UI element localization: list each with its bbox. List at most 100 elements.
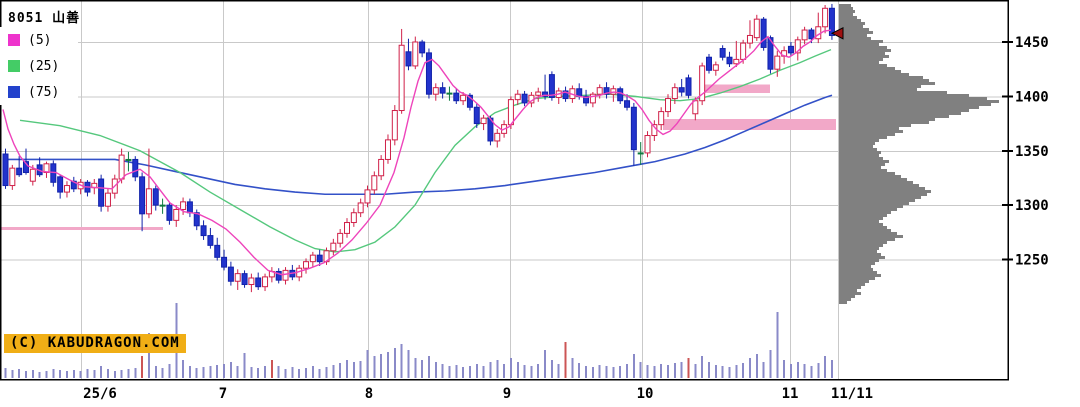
candle-body [828,7,835,36]
candle-body [692,100,699,115]
volume-bar [803,364,806,378]
candle-body [665,98,672,113]
volume-bar [141,356,144,378]
volume-bar [728,367,731,378]
candle-body [624,100,631,108]
candle-body [234,273,241,282]
volume-profile-bar [839,145,873,148]
candle-body [398,44,405,112]
volume-bar [236,366,239,378]
volume-bar [762,362,765,378]
volume-profile-bar [839,124,911,127]
volume-profile-bar [839,271,877,274]
volume-profile-bar [839,229,891,232]
ma5-color-swatch [8,34,20,46]
candle-body [16,167,23,176]
volume-bar [229,362,232,378]
volume-profile-bar [839,109,969,112]
volume-bar [182,360,185,378]
volume-profile-bar [839,163,885,166]
volume-profile-bar [839,142,875,145]
volume-bar [769,350,772,378]
volume-profile-bar [839,133,895,136]
candle-body [419,41,426,54]
candle-body [794,39,801,54]
candle-body [514,93,521,101]
volume-profile-bar [839,301,847,304]
candle-body [309,254,316,263]
volume-bar [660,364,663,378]
candle-body [658,111,665,126]
candle-body [241,273,248,286]
volume-profile-bar [839,139,879,142]
candle-body [439,87,446,94]
candle-body [193,212,200,227]
volume-profile-bar [839,205,903,208]
volume-bar [400,344,403,378]
y-axis-label: 1250 [1015,253,1049,269]
candle-body [466,94,473,108]
volume-bar [407,350,410,378]
volume-bar [113,371,116,378]
volume-bar [386,352,389,378]
volume-bar [11,370,14,378]
candle-body [9,167,16,187]
candle-body [104,192,111,207]
volume-bar [653,366,656,378]
volume-profile-bar [839,250,877,253]
volume-profile-bar [839,4,851,7]
volume-bar [284,369,287,378]
volume-bar [544,350,547,378]
candle-body [774,55,781,70]
volume-bar [639,362,642,378]
candle-body [316,254,323,263]
x-axis-label: 10 [637,386,654,402]
volume-profile-bar [839,223,883,226]
volume-bar [100,366,103,378]
volume-profile-bar [839,274,881,277]
candle-body [808,29,815,40]
candle-body [221,256,228,268]
volume-bar [127,369,130,378]
volume-bar [291,367,294,378]
ma25-legend-label: (25) [28,58,60,74]
volume-profile-bar [839,298,851,301]
volume-profile-bar [839,277,875,280]
volume-bar [817,363,820,378]
kabudragon-watermark: (C) KABUDRAGON.COM [4,334,186,353]
volume-profile-bar [839,232,897,235]
candle-body [186,201,193,214]
candle-body [801,29,808,41]
volume-profile-bar [839,151,881,154]
candle-body [507,99,514,126]
volume-profile-bar [839,130,903,133]
volume-bar [810,366,813,378]
chart-frame [0,0,1009,381]
volume-profile-bar [839,178,907,181]
candle-body [166,204,173,221]
candle-body [746,34,753,44]
volume-bar [421,360,424,378]
volume-bar [475,364,478,378]
candle-body [29,168,36,182]
volume-bar [202,367,205,378]
candle-body [200,225,207,237]
candle-body [330,242,337,252]
volume-profile-bar [839,94,969,97]
legend-item-ma75: (75) [0,79,78,105]
candle-body [337,232,344,244]
volume-bar [59,370,62,378]
volume-profile-bar [839,76,923,79]
volume-bar [305,368,308,378]
volume-bar [380,354,383,378]
volume-bar [346,360,348,378]
candle-body [542,91,549,97]
candle-body [405,51,412,67]
volume-profile-bar [839,295,855,298]
volume-bar [455,365,458,378]
y-axis-label: 1350 [1015,144,1049,160]
x-axis-label: 11 [782,386,799,402]
volume-profile-bar [839,40,883,43]
candle-body [282,269,289,281]
